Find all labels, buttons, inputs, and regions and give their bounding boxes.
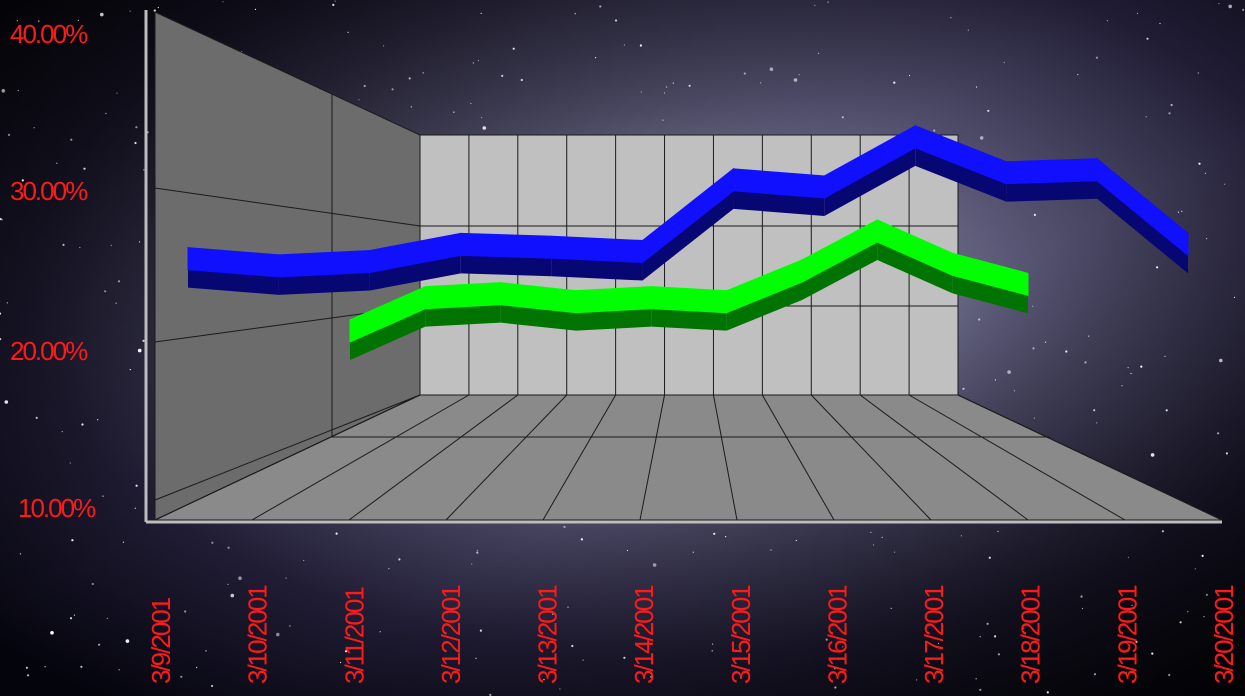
y-tick-label-40: 40.00% — [10, 19, 88, 49]
x-tick-label: 3/11/2001 — [339, 587, 369, 684]
ribbon-underside — [952, 275, 1028, 314]
ribbon-underside — [576, 308, 652, 331]
x-tick-label: 3/15/2001 — [726, 585, 756, 684]
y-tick-label-30: 30.00% — [10, 176, 88, 206]
ribbon-underside — [278, 272, 370, 295]
ribbon-segment — [952, 252, 1029, 296]
ribbon-segment — [424, 282, 502, 310]
x-tick-label: 3/14/2001 — [629, 585, 659, 684]
ribbon-segment — [551, 235, 644, 264]
series-ribbon — [187, 124, 1189, 295]
ribbon-underside — [651, 308, 727, 331]
y-axis-tick-labels: 10.00% 20.00% 30.00% 40.00% — [10, 19, 98, 523]
y-tick-label-20: 20.00% — [10, 336, 88, 366]
x-tick-label: 3/20/2001 — [1209, 585, 1239, 684]
ribbon-underside — [188, 269, 279, 295]
ribbon-segment — [650, 286, 728, 314]
ribbon-segment — [575, 286, 652, 314]
ribbon-underside — [802, 242, 878, 300]
x-tick-label: 3/10/2001 — [243, 585, 273, 684]
ribbon-underside — [824, 147, 916, 216]
ribbon-underside — [642, 190, 734, 281]
ribbon-segment — [460, 232, 553, 259]
ribbon-segment — [1005, 158, 1098, 185]
ribbon-underside — [425, 304, 501, 327]
ribbon-underside — [1006, 180, 1098, 202]
ribbon-underside — [1097, 180, 1188, 274]
x-tick-label: 3/17/2001 — [919, 585, 949, 684]
x-tick-label: 3/19/2001 — [1112, 585, 1142, 684]
x-tick-label: 3/13/2001 — [533, 585, 563, 684]
x-tick-label: 3/16/2001 — [823, 585, 853, 684]
series-ribbon — [349, 219, 1029, 360]
ribbon-underside — [460, 255, 552, 277]
ribbon-underside — [726, 282, 802, 331]
x-axis-tick-labels: 3/9/2001 3/10/2001 3/11/2001 3/12/2001 3/13/… — [146, 585, 1239, 684]
ribbon-underside — [915, 147, 1007, 202]
x-tick-label: 3/12/2001 — [436, 585, 466, 684]
ribbon-underside — [733, 190, 825, 216]
ribbon-underside — [369, 255, 461, 291]
ribbon-segment — [1096, 157, 1189, 257]
ribbon-underside — [551, 258, 643, 281]
x-tick-label: 3/18/2001 — [1016, 585, 1046, 684]
ribbon-underside — [350, 308, 426, 360]
series-ribbons — [187, 124, 1189, 360]
ribbon-underside — [877, 242, 953, 294]
ribbon-segment — [278, 250, 371, 278]
y-tick-label-10: 10.00% — [18, 493, 96, 523]
x-tick-label: 3/9/2001 — [146, 597, 176, 684]
